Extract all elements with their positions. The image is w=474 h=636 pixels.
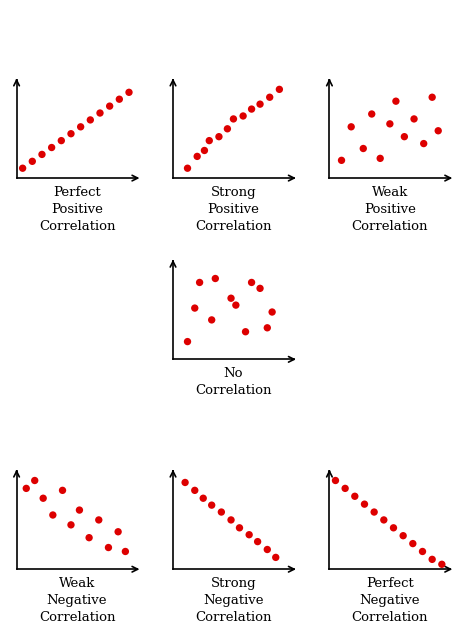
Point	[248, 104, 255, 114]
Point	[400, 530, 407, 541]
Point	[428, 92, 436, 102]
Point	[370, 507, 378, 517]
Point	[256, 283, 264, 293]
Point	[246, 530, 253, 540]
Point	[376, 153, 384, 163]
Point	[434, 126, 442, 136]
Point	[85, 532, 93, 543]
Point	[193, 151, 201, 162]
Point	[67, 128, 75, 139]
Point	[229, 114, 237, 124]
Point	[200, 493, 207, 503]
Text: Perfect
Positive
Correlation: Perfect Positive Correlation	[39, 186, 115, 233]
Point	[22, 483, 30, 494]
Text: Weak
Negative
Correlation: Weak Negative Correlation	[39, 577, 115, 624]
Text: No
Correlation: No Correlation	[195, 367, 272, 397]
Point	[205, 135, 213, 146]
Point	[239, 111, 247, 121]
Point	[196, 277, 203, 287]
Point	[227, 293, 235, 303]
Text: Strong
Positive
Correlation: Strong Positive Correlation	[195, 186, 272, 233]
Point	[227, 515, 235, 525]
Point	[215, 132, 223, 142]
Text: Perfect
Negative
Correlation: Perfect Negative Correlation	[352, 577, 428, 624]
Point	[232, 300, 240, 310]
Point	[368, 109, 375, 119]
Point	[125, 87, 133, 97]
Text: Strong
Negative
Correlation: Strong Negative Correlation	[195, 577, 272, 624]
Point	[106, 101, 113, 111]
Point	[341, 483, 349, 494]
Point	[77, 121, 84, 132]
Point	[380, 515, 388, 525]
Point	[59, 485, 66, 495]
Point	[121, 546, 129, 556]
Point	[266, 92, 273, 102]
Point	[438, 559, 446, 569]
Point	[359, 144, 367, 154]
Point	[268, 307, 276, 317]
Point	[95, 515, 102, 525]
Point	[347, 121, 355, 132]
Point	[67, 520, 75, 530]
Point	[191, 303, 199, 313]
Point	[114, 527, 122, 537]
Point	[105, 543, 112, 553]
Point	[184, 163, 191, 174]
Point	[224, 123, 231, 134]
Point	[386, 119, 393, 129]
Point	[208, 500, 216, 510]
Point	[211, 273, 219, 284]
Point	[181, 478, 189, 488]
Point	[272, 552, 280, 562]
Point	[264, 322, 271, 333]
Point	[96, 108, 104, 118]
Point	[87, 115, 94, 125]
Point	[38, 149, 46, 160]
Point	[208, 315, 216, 325]
Point	[332, 476, 339, 486]
Point	[39, 493, 47, 503]
Point	[116, 94, 123, 104]
Point	[57, 135, 65, 146]
Point	[275, 84, 283, 94]
Point	[49, 510, 57, 520]
Point	[28, 156, 36, 167]
Point	[191, 485, 199, 495]
Point	[242, 327, 249, 337]
Point	[410, 114, 418, 124]
Point	[409, 539, 417, 549]
Point	[254, 537, 261, 547]
Text: Weak
Positive
Correlation: Weak Positive Correlation	[352, 186, 428, 233]
Point	[76, 505, 83, 515]
Point	[428, 554, 436, 565]
Point	[48, 142, 55, 153]
Point	[351, 491, 359, 501]
Point	[337, 155, 345, 165]
Point	[236, 523, 243, 533]
Point	[248, 277, 255, 287]
Point	[401, 132, 408, 142]
Point	[31, 476, 38, 486]
Point	[184, 336, 191, 347]
Point	[218, 507, 225, 517]
Point	[264, 544, 271, 555]
Point	[420, 139, 428, 149]
Point	[392, 96, 400, 106]
Point	[390, 523, 397, 533]
Point	[256, 99, 264, 109]
Point	[361, 499, 368, 509]
Point	[419, 546, 426, 556]
Point	[19, 163, 27, 174]
Point	[201, 146, 208, 156]
